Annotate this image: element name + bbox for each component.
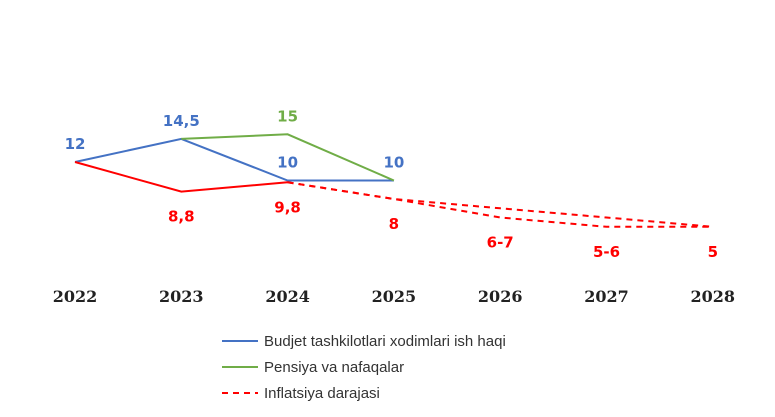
series-line-budjet [74,137,394,182]
data-label-budjet: 10 [277,154,298,172]
data-label-inflatsiya: 8 [389,215,399,233]
x-tick-label: 2022 [53,287,98,306]
data-label-budjet: 10 [383,154,404,172]
data-labels: 12 14,5 10 10 15 8,8 9,8 8 6-7 5-6 5 [65,107,718,261]
legend-label: Inflatsiya darajasi [264,385,380,402]
series-line-pensiya [181,133,395,182]
data-label-budjet: 14,5 [163,112,200,130]
data-label-inflatsiya: 6-7 [487,234,514,252]
data-label-inflatsiya: 5 [708,243,718,261]
series-line-inflatsiya-forecast-lower [287,181,713,228]
data-label-budjet: 12 [65,135,86,153]
legend: Budjet tashkilotlari xodimlari ish haqi P… [222,333,506,402]
x-tick-label: 2026 [478,287,523,306]
legend-label: Pensiya va nafaqalar [264,359,404,376]
data-label-inflatsiya: 5-6 [593,243,620,261]
series-line-inflatsiya-forecast-upper [287,181,713,228]
x-tick-label: 2023 [159,287,204,306]
x-tick-label: 2024 [265,287,310,306]
data-label-inflatsiya: 8,8 [168,208,195,226]
data-label-inflatsiya: 9,8 [274,198,301,216]
data-label-pensiya: 15 [277,107,298,125]
legend-label: Budjet tashkilotlari xodimlari ish haqi [264,333,506,350]
series-line-inflatsiya-actual [74,161,288,193]
series-lines [74,133,713,228]
x-tick-label: 2025 [372,287,417,306]
x-tick-label: 2027 [584,287,629,306]
x-axis-ticks: 2022 2023 2024 2025 2026 2027 2028 [53,287,735,306]
x-tick-label: 2028 [691,287,736,306]
